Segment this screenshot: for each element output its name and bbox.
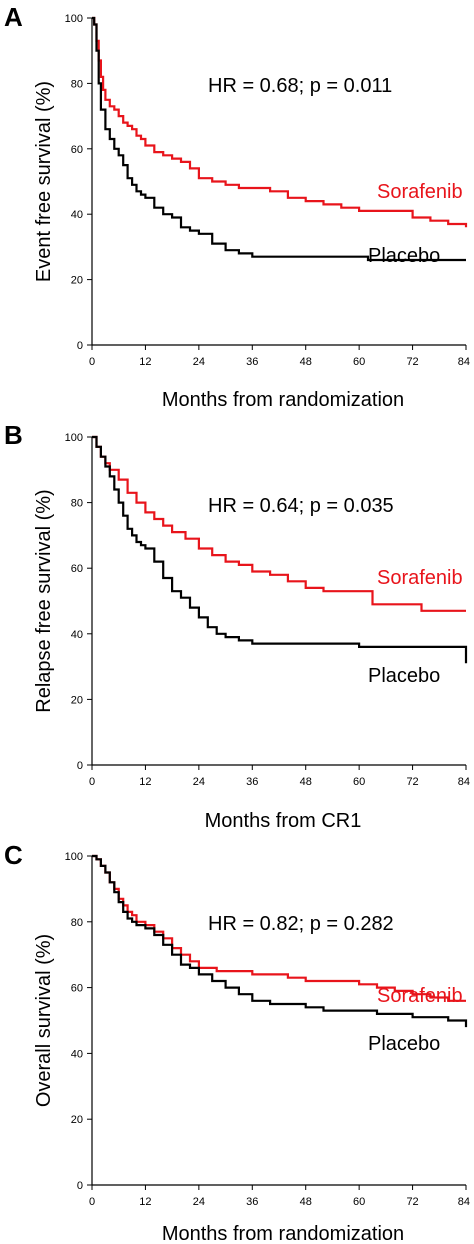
x-tick-label: 24 bbox=[193, 776, 205, 788]
x-tick-label: 24 bbox=[193, 1196, 205, 1208]
x-tick-label: 0 bbox=[89, 1196, 95, 1208]
series-line-placebo bbox=[92, 435, 468, 664]
series-line-placebo bbox=[92, 16, 466, 262]
panel-label: B bbox=[4, 420, 23, 450]
x-tick-label: 72 bbox=[406, 1196, 418, 1208]
hr-annotation: HR = 0.68; p = 0.011 bbox=[208, 75, 392, 97]
x-tick-label: 12 bbox=[139, 356, 151, 368]
x-tick-label: 48 bbox=[300, 1196, 312, 1208]
x-axis-label: Months from randomization bbox=[162, 389, 404, 411]
x-tick-label: 84 bbox=[458, 356, 470, 368]
y-tick-label: 100 bbox=[65, 851, 83, 863]
y-tick-label: 0 bbox=[77, 340, 83, 352]
x-tick-label: 60 bbox=[353, 1196, 365, 1208]
y-tick-label: 100 bbox=[65, 13, 83, 25]
series-label-sorafenib: Sorafenib bbox=[377, 181, 463, 203]
x-tick-label: 0 bbox=[89, 356, 95, 368]
x-tick-label: 72 bbox=[406, 776, 418, 788]
x-tick-label: 48 bbox=[300, 356, 312, 368]
x-tick-label: 0 bbox=[89, 776, 95, 788]
x-tick-label: 36 bbox=[246, 356, 258, 368]
y-tick-label: 20 bbox=[71, 694, 83, 706]
y-tick-label: 80 bbox=[71, 498, 83, 510]
panel-a: A 0 20 40 60 80 100 0 12 24 36 48 60 72 84 Months from … bbox=[4, 2, 470, 411]
x-tick-label: 36 bbox=[246, 776, 258, 788]
y-tick-label: 60 bbox=[71, 983, 83, 995]
panel-b: B 0 20 40 60 80 100 0 12 24 36 48 60 72 84 Months from … bbox=[4, 420, 470, 832]
series-label-placebo: Placebo bbox=[368, 1033, 440, 1055]
series-line-sorafenib bbox=[92, 16, 468, 228]
series-label-placebo: Placebo bbox=[368, 245, 440, 267]
x-tick-label: 48 bbox=[300, 776, 312, 788]
x-tick-label: 12 bbox=[139, 1196, 151, 1208]
x-axis-label: Months from randomization bbox=[162, 1223, 404, 1244]
y-tick-label: 60 bbox=[71, 563, 83, 575]
y-axis-label: Overall survival (%) bbox=[33, 934, 55, 1107]
y-tick-label: 80 bbox=[71, 78, 83, 90]
x-tick-label: 84 bbox=[458, 1196, 470, 1208]
y-tick-label: 40 bbox=[71, 629, 83, 641]
y-tick-label: 20 bbox=[71, 1114, 83, 1126]
series-line-placebo bbox=[92, 854, 468, 1028]
y-tick-label: 100 bbox=[65, 432, 83, 444]
y-tick-label: 60 bbox=[71, 144, 83, 156]
y-tick-label: 20 bbox=[71, 275, 83, 287]
x-axis-label: Months from CR1 bbox=[205, 810, 362, 832]
y-tick-label: 0 bbox=[77, 760, 83, 772]
y-tick-label: 0 bbox=[77, 1180, 83, 1192]
x-tick-label: 72 bbox=[406, 356, 418, 368]
x-tick-label: 36 bbox=[246, 1196, 258, 1208]
series-label-sorafenib: Sorafenib bbox=[377, 567, 463, 589]
hr-annotation: HR = 0.64; p = 0.035 bbox=[208, 495, 394, 517]
x-tick-label: 12 bbox=[139, 776, 151, 788]
x-tick-label: 84 bbox=[458, 776, 470, 788]
y-axis-label: Event free survival (%) bbox=[33, 81, 55, 282]
x-tick-label: 60 bbox=[353, 356, 365, 368]
x-tick-label: 60 bbox=[353, 776, 365, 788]
y-tick-label: 40 bbox=[71, 1048, 83, 1060]
panel-label: C bbox=[4, 840, 23, 870]
x-tick-label: 24 bbox=[193, 356, 205, 368]
panel-label: A bbox=[4, 2, 23, 32]
series-label-placebo: Placebo bbox=[368, 665, 440, 687]
hr-annotation: HR = 0.82; p = 0.282 bbox=[208, 913, 394, 935]
panel-c: C 0 20 40 60 80 100 0 12 24 36 48 60 72 84 Months from … bbox=[4, 840, 470, 1244]
series-line-sorafenib bbox=[92, 435, 466, 612]
series-label-sorafenib: Sorafenib bbox=[377, 985, 463, 1007]
y-tick-label: 40 bbox=[71, 209, 83, 221]
y-axis-label: Relapse free survival (%) bbox=[33, 489, 55, 712]
y-tick-label: 80 bbox=[71, 917, 83, 929]
